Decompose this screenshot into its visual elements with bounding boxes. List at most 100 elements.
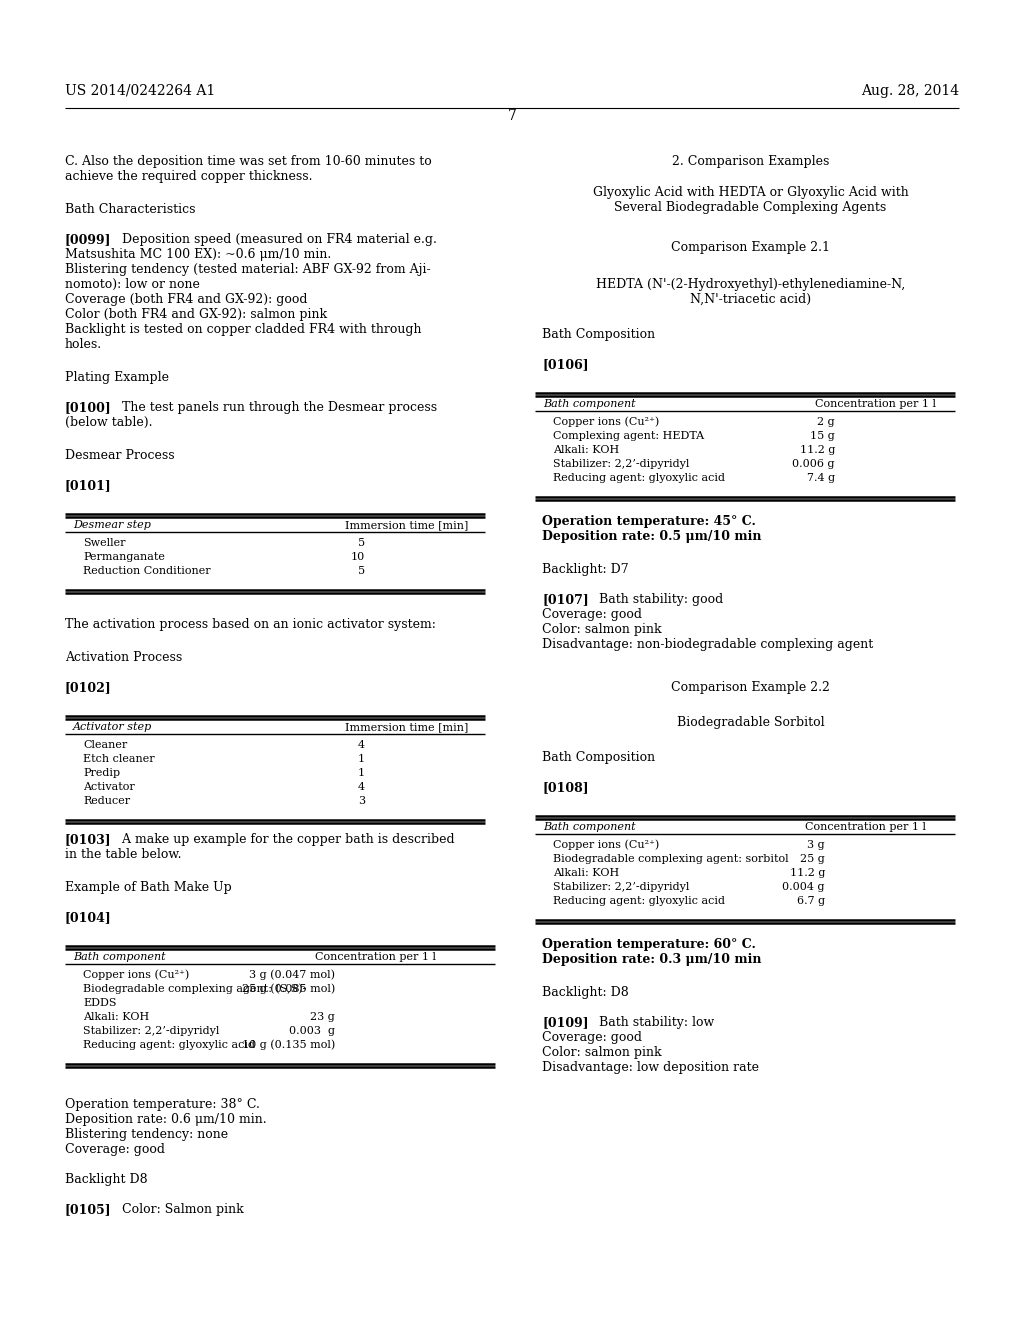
Text: in the table below.: in the table below.: [65, 847, 181, 861]
Text: Comparison Example 2.2: Comparison Example 2.2: [671, 681, 829, 694]
Text: Bath Composition: Bath Composition: [542, 327, 655, 341]
Text: Bath component: Bath component: [543, 822, 636, 832]
Text: 7: 7: [508, 110, 516, 123]
Text: Immersion time [min]: Immersion time [min]: [345, 520, 468, 531]
Text: 11.2 g: 11.2 g: [790, 869, 825, 878]
Text: HEDTA (N'-(2-Hydroxyethyl)-ethylenediamine-N,: HEDTA (N'-(2-Hydroxyethyl)-ethylenediami…: [596, 279, 905, 290]
Text: Biodegradable complexing agent: (S,S)-: Biodegradable complexing agent: (S,S)-: [83, 983, 306, 994]
Text: Copper ions (Cu²⁺): Copper ions (Cu²⁺): [553, 416, 659, 426]
Text: 7.4 g: 7.4 g: [807, 473, 835, 483]
Text: Etch cleaner: Etch cleaner: [83, 754, 155, 764]
Text: achieve the required copper thickness.: achieve the required copper thickness.: [65, 170, 312, 183]
Text: [0105]: [0105]: [65, 1203, 112, 1216]
Text: Glyoxylic Acid with HEDTA or Glyoxylic Acid with: Glyoxylic Acid with HEDTA or Glyoxylic A…: [593, 186, 908, 199]
Text: N,N'-triacetic acid): N,N'-triacetic acid): [690, 293, 811, 306]
Text: 3: 3: [357, 796, 365, 807]
Text: Plating Example: Plating Example: [65, 371, 169, 384]
Text: Example of Bath Make Up: Example of Bath Make Up: [65, 880, 231, 894]
Text: Deposition rate: 0.6 μm/10 min.: Deposition rate: 0.6 μm/10 min.: [65, 1113, 266, 1126]
Text: Deposition speed (measured on FR4 material e.g.: Deposition speed (measured on FR4 materi…: [110, 234, 437, 246]
Text: Permanganate: Permanganate: [83, 552, 165, 562]
Text: 2 g: 2 g: [817, 417, 835, 426]
Text: Backlight: D7: Backlight: D7: [542, 564, 629, 576]
Text: 3 g: 3 g: [807, 840, 825, 850]
Text: 23 g: 23 g: [310, 1012, 335, 1022]
Text: Disadvantage: non-biodegradable complexing agent: Disadvantage: non-biodegradable complexi…: [542, 638, 873, 651]
Text: Reducer: Reducer: [83, 796, 130, 807]
Text: 1: 1: [357, 768, 365, 777]
Text: Complexing agent: HEDTA: Complexing agent: HEDTA: [553, 432, 705, 441]
Text: Coverage: good: Coverage: good: [542, 1031, 642, 1044]
Text: 5: 5: [357, 566, 365, 576]
Text: 2. Comparison Examples: 2. Comparison Examples: [672, 154, 829, 168]
Text: 5: 5: [357, 539, 365, 548]
Text: 0.006 g: 0.006 g: [793, 459, 835, 469]
Text: [0107]: [0107]: [542, 593, 589, 606]
Text: Reducing agent: glyoxylic acid: Reducing agent: glyoxylic acid: [553, 473, 725, 483]
Text: [0103]: [0103]: [65, 833, 112, 846]
Text: Coverage: good: Coverage: good: [65, 1143, 165, 1156]
Text: 0.004 g: 0.004 g: [782, 882, 825, 892]
Text: holes.: holes.: [65, 338, 102, 351]
Text: A make up example for the copper bath is described: A make up example for the copper bath is…: [110, 833, 455, 846]
Text: 4: 4: [357, 741, 365, 750]
Text: Backlight: D8: Backlight: D8: [542, 986, 629, 999]
Text: Coverage: good: Coverage: good: [542, 609, 642, 620]
Text: Stabilizer: 2,2’-dipyridyl: Stabilizer: 2,2’-dipyridyl: [553, 882, 689, 892]
Text: [0108]: [0108]: [542, 781, 589, 795]
Text: Bath component: Bath component: [543, 399, 636, 409]
Text: Blistering tendency: none: Blistering tendency: none: [65, 1129, 228, 1140]
Text: Bath stability: low: Bath stability: low: [587, 1016, 715, 1030]
Text: Coverage (both FR4 and GX-92): good: Coverage (both FR4 and GX-92): good: [65, 293, 307, 306]
Text: 3 g (0.047 mol): 3 g (0.047 mol): [249, 969, 335, 979]
Text: Copper ions (Cu²⁺): Copper ions (Cu²⁺): [83, 969, 189, 979]
Text: Reduction Conditioner: Reduction Conditioner: [83, 566, 211, 576]
Text: nomoto): low or none: nomoto): low or none: [65, 279, 200, 290]
Text: Stabilizer: 2,2’-dipyridyl: Stabilizer: 2,2’-dipyridyl: [553, 459, 689, 469]
Text: The test panels run through the Desmear process: The test panels run through the Desmear …: [110, 401, 437, 414]
Text: Bath Composition: Bath Composition: [542, 751, 655, 764]
Text: Disadvantage: low deposition rate: Disadvantage: low deposition rate: [542, 1061, 759, 1074]
Text: Sweller: Sweller: [83, 539, 126, 548]
Text: Blistering tendency (tested material: ABF GX-92 from Aji-: Blistering tendency (tested material: AB…: [65, 263, 431, 276]
Text: Activation Process: Activation Process: [65, 651, 182, 664]
Text: Desmear step: Desmear step: [73, 520, 151, 531]
Text: Several Biodegradable Complexing Agents: Several Biodegradable Complexing Agents: [614, 201, 887, 214]
Text: Activator: Activator: [83, 781, 135, 792]
Text: 25 g: 25 g: [800, 854, 825, 865]
Text: Biodegradable Sorbitol: Biodegradable Sorbitol: [677, 715, 824, 729]
Text: Color (both FR4 and GX-92): salmon pink: Color (both FR4 and GX-92): salmon pink: [65, 308, 327, 321]
Text: [0100]: [0100]: [65, 401, 112, 414]
Text: Operation temperature: 60° C.: Operation temperature: 60° C.: [542, 939, 756, 950]
Text: Comparison Example 2.1: Comparison Example 2.1: [671, 242, 830, 253]
Text: Activator step: Activator step: [73, 722, 153, 733]
Text: Backlight is tested on copper cladded FR4 with through: Backlight is tested on copper cladded FR…: [65, 323, 422, 337]
Text: Biodegradable complexing agent: sorbitol: Biodegradable complexing agent: sorbitol: [553, 854, 788, 865]
Text: Color: Salmon pink: Color: Salmon pink: [110, 1203, 244, 1216]
Text: Immersion time [min]: Immersion time [min]: [345, 722, 468, 733]
Text: [0099]: [0099]: [65, 234, 112, 246]
Text: Bath stability: good: Bath stability: good: [587, 593, 723, 606]
Text: Matsushita MC 100 EX): ~0.6 μm/10 min.: Matsushita MC 100 EX): ~0.6 μm/10 min.: [65, 248, 331, 261]
Text: Concentration per 1 l: Concentration per 1 l: [805, 822, 926, 832]
Text: (below table).: (below table).: [65, 416, 153, 429]
Text: 25 g (0.085 mol): 25 g (0.085 mol): [242, 983, 335, 994]
Text: Concentration per 1 l: Concentration per 1 l: [315, 952, 436, 962]
Text: Concentration per 1 l: Concentration per 1 l: [815, 399, 936, 409]
Text: Color: salmon pink: Color: salmon pink: [542, 1045, 662, 1059]
Text: 10: 10: [351, 552, 365, 562]
Text: 0.003  g: 0.003 g: [289, 1026, 335, 1036]
Text: Operation temperature: 45° C.: Operation temperature: 45° C.: [542, 515, 756, 528]
Text: Copper ions (Cu²⁺): Copper ions (Cu²⁺): [553, 840, 659, 850]
Text: Aug. 28, 2014: Aug. 28, 2014: [861, 84, 959, 98]
Text: Alkali: KOH: Alkali: KOH: [553, 869, 620, 878]
Text: Bath Characteristics: Bath Characteristics: [65, 203, 196, 216]
Text: Alkali: KOH: Alkali: KOH: [83, 1012, 150, 1022]
Text: Reducing agent: glyoxylic acid: Reducing agent: glyoxylic acid: [83, 1040, 255, 1049]
Text: 15 g: 15 g: [810, 432, 835, 441]
Text: The activation process based on an ionic activator system:: The activation process based on an ionic…: [65, 618, 436, 631]
Text: [0109]: [0109]: [542, 1016, 589, 1030]
Text: 4: 4: [357, 781, 365, 792]
Text: Alkali: KOH: Alkali: KOH: [553, 445, 620, 455]
Text: [0101]: [0101]: [65, 479, 112, 492]
